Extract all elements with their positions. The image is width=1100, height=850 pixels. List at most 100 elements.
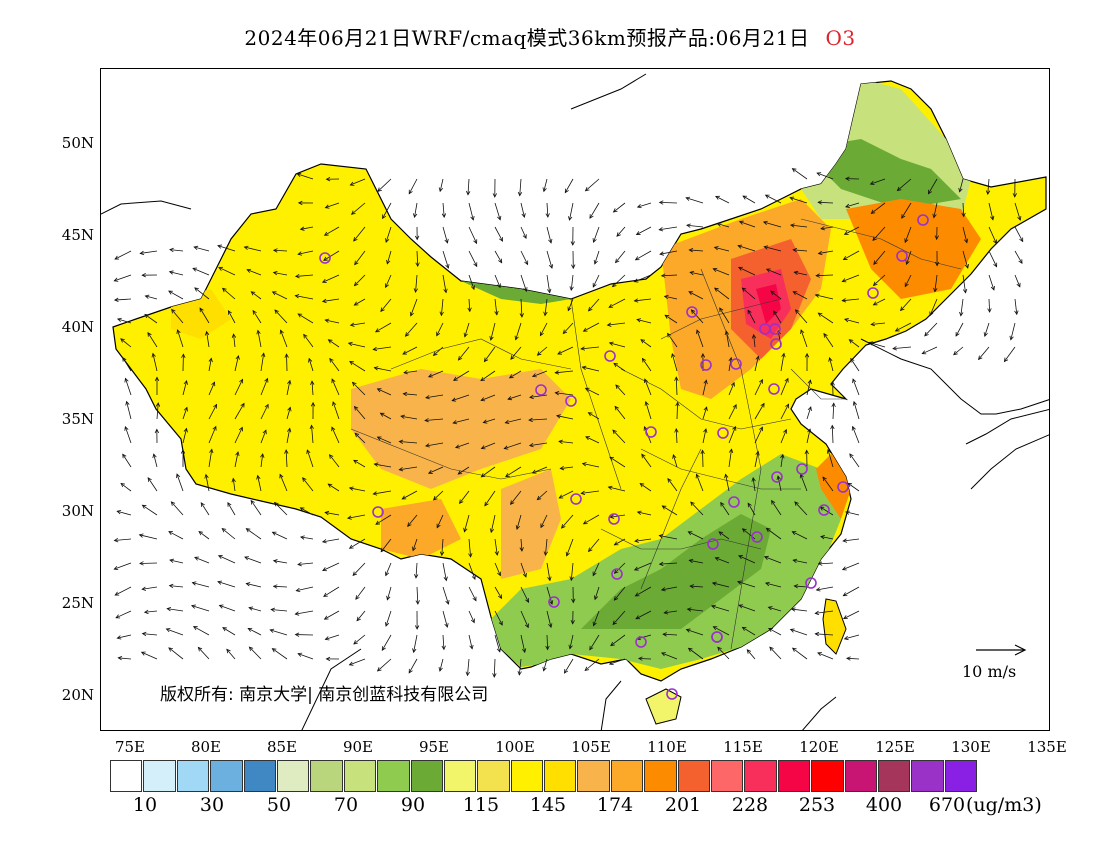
wind-arrow bbox=[507, 394, 522, 401]
wind-arrow-shaft bbox=[1014, 298, 1018, 315]
wind-arrow-shaft bbox=[272, 648, 288, 660]
wind-arrow-head bbox=[823, 332, 828, 338]
wind-arrow-head bbox=[589, 214, 594, 219]
wind-arrow bbox=[841, 562, 860, 571]
wind-arrow bbox=[817, 250, 834, 256]
wind-arrow-shaft bbox=[139, 534, 158, 540]
wind-arrow-head bbox=[497, 571, 502, 577]
wind-arrow-head bbox=[377, 187, 382, 192]
wind-arrow bbox=[710, 604, 730, 612]
wind-arrow bbox=[658, 200, 678, 205]
wind-arrow bbox=[842, 538, 860, 543]
wind-arrow-shaft bbox=[323, 586, 340, 597]
wind-arrow bbox=[168, 290, 184, 300]
wind-arrow-shaft bbox=[719, 307, 730, 324]
wind-arrow-shaft bbox=[114, 274, 132, 282]
wind-arrow-shaft bbox=[347, 514, 366, 519]
wind-arrow-head bbox=[250, 291, 256, 296]
wind-arrow-shaft bbox=[822, 476, 834, 492]
wind-arrow-shaft bbox=[564, 178, 574, 193]
wind-arrow-head bbox=[489, 336, 494, 341]
wind-arrow bbox=[197, 646, 210, 660]
wind-arrow-head bbox=[356, 616, 361, 622]
wind-arrow-shaft bbox=[962, 226, 968, 243]
wind-arrow-head bbox=[737, 580, 742, 585]
wind-arrow-head bbox=[764, 194, 770, 199]
wind-arrow-head bbox=[498, 258, 503, 264]
wind-arrow-shaft bbox=[208, 404, 217, 420]
wind-arrow-head bbox=[714, 556, 720, 562]
wind-arrow bbox=[962, 274, 968, 294]
station-marker bbox=[611, 568, 623, 580]
wind-arrow bbox=[612, 610, 626, 626]
wind-arrow bbox=[531, 466, 548, 474]
wind-arrow-shaft bbox=[585, 387, 600, 396]
wind-arrow bbox=[843, 610, 860, 620]
wind-arrow bbox=[494, 610, 503, 626]
station-marker bbox=[818, 504, 830, 516]
province-boundary bbox=[350, 428, 552, 480]
wind-arrow-shaft bbox=[737, 581, 756, 588]
colorbar-units: (ug/m3) bbox=[966, 794, 1042, 816]
wind-arrow-head bbox=[235, 451, 240, 456]
wind-arrow bbox=[644, 400, 652, 420]
wind-arrow bbox=[929, 298, 938, 317]
station-marker bbox=[686, 306, 698, 318]
wind-arrow-shaft bbox=[440, 298, 444, 316]
wind-arrow-head bbox=[190, 604, 196, 609]
wind-arrow-head bbox=[297, 652, 303, 657]
wind-arrow-head bbox=[807, 406, 812, 412]
wind-arrow-shaft bbox=[468, 226, 477, 244]
wind-arrow-head bbox=[689, 270, 695, 276]
wind-arrow-shaft bbox=[634, 274, 652, 283]
wind-arrow-head bbox=[113, 277, 119, 282]
wind-arrow-head bbox=[841, 278, 847, 283]
wind-arrow-head bbox=[147, 477, 152, 482]
wind-arrow-shaft bbox=[520, 250, 529, 265]
wind-arrow bbox=[324, 318, 340, 324]
wind-arrow-shaft bbox=[246, 583, 262, 588]
wind-arrow-head bbox=[521, 213, 526, 218]
wind-arrow-head bbox=[633, 566, 639, 571]
wind-arrow-head bbox=[547, 288, 552, 294]
wind-arrow bbox=[386, 586, 392, 601]
wind-arrow bbox=[520, 562, 527, 578]
wind-arrow-head bbox=[261, 352, 266, 358]
wind-arrow-shaft bbox=[636, 634, 652, 640]
wind-arrow-head bbox=[845, 203, 850, 208]
wind-arrow-shaft bbox=[295, 295, 314, 300]
wind-arrow-head bbox=[644, 400, 649, 406]
wind-arrow bbox=[208, 357, 213, 372]
province-boundary bbox=[790, 368, 846, 400]
wind-arrow bbox=[348, 486, 366, 492]
colorbar-swatch bbox=[911, 760, 944, 792]
wind-arrow-head bbox=[114, 255, 120, 260]
wind-arrow bbox=[412, 538, 418, 552]
wind-arrow-head bbox=[183, 380, 188, 385]
wind-arrow-head bbox=[507, 396, 513, 401]
wind-arrow-head bbox=[424, 418, 429, 423]
wind-arrow-head bbox=[549, 600, 554, 606]
wind-arrow bbox=[170, 501, 184, 516]
wind-arrow-head bbox=[347, 341, 353, 347]
wind-arrow bbox=[171, 308, 184, 324]
wind-arrow-head bbox=[117, 655, 123, 661]
wind-arrow-head bbox=[376, 436, 382, 441]
wind-arrow-head bbox=[384, 283, 389, 289]
wind-arrow-shaft bbox=[702, 428, 707, 444]
wind-arrow-head bbox=[329, 357, 334, 363]
wind-arrow-shaft bbox=[800, 329, 808, 348]
wind-arrow-head bbox=[323, 592, 328, 597]
wind-arrow bbox=[613, 362, 626, 372]
wind-arrow-head bbox=[331, 378, 336, 384]
wind-arrow-shaft bbox=[634, 538, 652, 542]
colorbar-label: 228 bbox=[731, 794, 769, 816]
wind-arrow bbox=[138, 533, 158, 540]
wind-arrow-head bbox=[272, 559, 278, 564]
wind-arrow bbox=[841, 274, 860, 283]
wind-arrow-head bbox=[324, 510, 330, 516]
wind-arrow bbox=[480, 394, 496, 402]
wind-arrow-head bbox=[248, 606, 254, 611]
wind-arrow-head bbox=[331, 426, 336, 432]
wind-arrow bbox=[764, 581, 782, 588]
